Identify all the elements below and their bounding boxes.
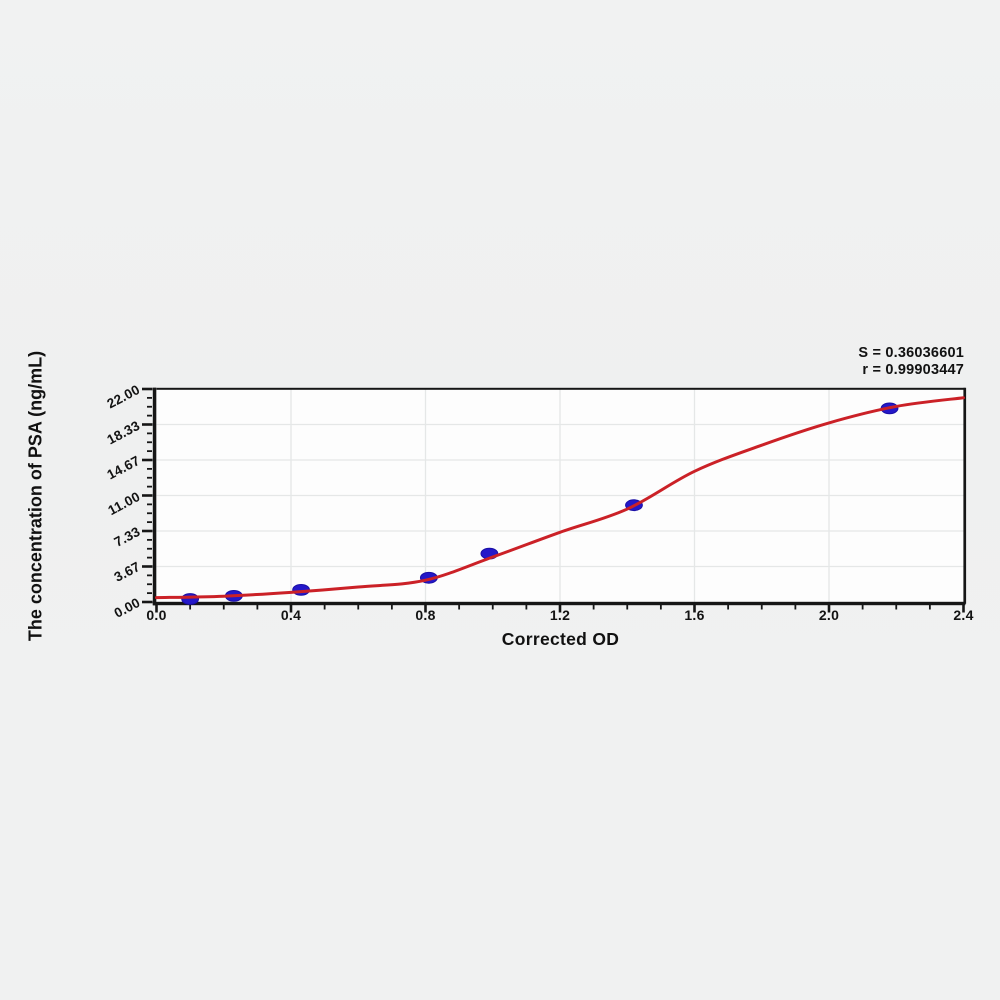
x-tick-label: 2.0 <box>818 607 840 623</box>
x-axis-title: Corrected OD <box>501 629 620 649</box>
fit-statistics: S = 0.36036601 r = 0.99903447 <box>858 345 964 378</box>
x-tick-label: 0.4 <box>280 607 302 623</box>
x-tick-label: 1.2 <box>549 607 571 623</box>
y-axis-title: The concentration of PSA (ng/mL) <box>25 350 46 642</box>
stat-s-value: S = 0.36036601 <box>858 345 964 361</box>
x-tick-label: 1.6 <box>684 607 705 623</box>
x-tick-label: 0.0 <box>146 607 167 623</box>
x-tick-label: 2.4 <box>953 607 974 623</box>
stat-r-value: r = 0.99903447 <box>862 361 964 378</box>
x-tick-label: 0.8 <box>415 607 436 623</box>
